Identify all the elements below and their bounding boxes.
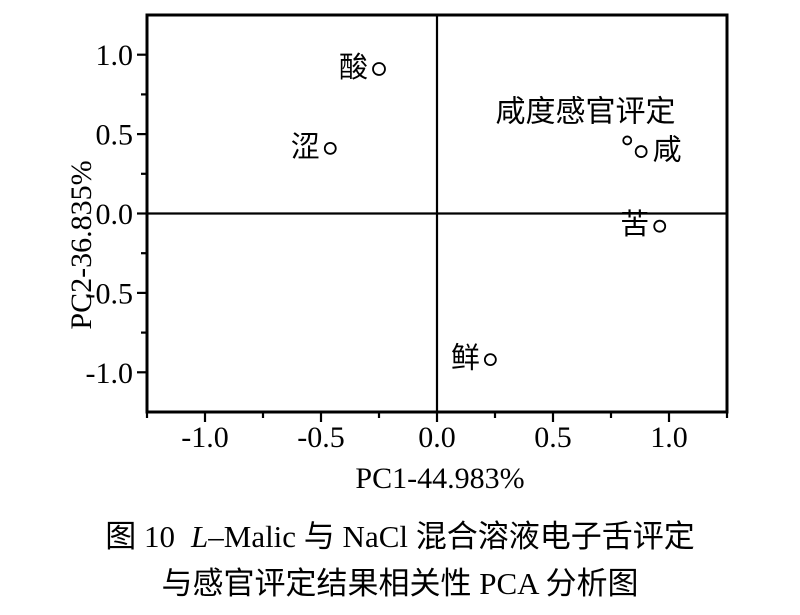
- data-point-marker: [372, 62, 386, 76]
- data-point-marker: [323, 141, 337, 155]
- x-tick-label: 0.0: [418, 421, 456, 454]
- data-point-marker: [634, 145, 648, 158]
- data-point-label: 酸: [339, 51, 368, 84]
- x-tick-label: -0.5: [297, 421, 345, 454]
- data-point-marker: [653, 219, 667, 233]
- caption-line-1: 图 10 L–Malic 与 NaCl 混合溶液电子舌评定: [0, 513, 800, 560]
- annotation-label: 咸度感官评定: [495, 95, 675, 128]
- figure-caption: 图 10 L–Malic 与 NaCl 混合溶液电子舌评定 与感官评定结果相关性 …: [0, 513, 800, 607]
- x-axis-title: PC1-44.983%: [355, 462, 524, 495]
- x-tick-label: -1.0: [181, 421, 229, 454]
- y-tick-label: 1.0: [96, 39, 134, 72]
- y-tick-label: -1.0: [86, 357, 134, 390]
- x-tick-label: 0.5: [534, 421, 572, 454]
- y-tick-label: 0.0: [96, 198, 134, 231]
- pca-scatter-plot: -1.0 -0.5 0.0 0.5 1.0 -1.0 -0.5 0.0 0.5 1.0 PC1-44…: [65, 13, 729, 495]
- y-axis-title: PC2-36.835%: [65, 160, 98, 329]
- caption-line-2: 与感官评定结果相关性 PCA 分析图: [161, 566, 639, 601]
- y-tick-label: -0.5: [86, 277, 134, 310]
- data-point-label: 鲜: [451, 342, 480, 375]
- x-tick-label: 1.0: [650, 421, 688, 454]
- data-point-marker: [483, 353, 497, 366]
- data-point-marker: [622, 135, 633, 146]
- caption-line1-text: –Malic 与 NaCl 混合溶液电子舌评定: [208, 519, 695, 554]
- y-tick-label: 0.5: [96, 119, 134, 152]
- data-point-label: 涩: [291, 131, 320, 163]
- figure-number: 图 10: [105, 519, 175, 554]
- caption-species-italic: L: [191, 519, 209, 554]
- data-point-label: 咸: [653, 134, 682, 167]
- data-point-label: 苦: [620, 208, 649, 241]
